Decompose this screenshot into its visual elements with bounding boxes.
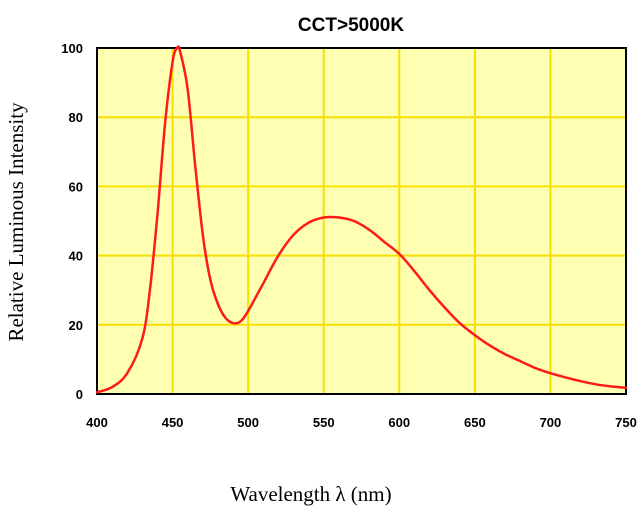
x-tick-label: 400 (86, 415, 108, 430)
series-line (95, 45, 628, 394)
x-axis-label: Wavelength λ (nm) (230, 482, 391, 506)
plot-area (97, 48, 626, 394)
plot-frame (96, 47, 627, 395)
x-tick-label: 600 (388, 415, 410, 430)
y-tick-label: 40 (69, 249, 83, 264)
x-tick-label: 700 (540, 415, 562, 430)
y-tick-label: 20 (69, 318, 83, 333)
grid (97, 48, 626, 394)
x-tick-label: 500 (237, 415, 259, 430)
chart-title: CCT>5000K (298, 15, 404, 36)
x-axis-ticks: 400 450 500 550 600 650 700 750 (86, 415, 637, 430)
y-tick-label: 60 (69, 179, 83, 194)
x-tick-label: 650 (464, 415, 486, 430)
x-tick-label: 550 (313, 415, 335, 430)
y-axis-label: Relative Luminous Intensity (4, 102, 28, 342)
x-tick-label: 750 (615, 415, 637, 430)
y-axis-ticks: 0 20 40 60 80 100 (61, 41, 83, 402)
y-tick-label: 100 (61, 41, 83, 56)
x-tick-label: 450 (162, 415, 184, 430)
y-tick-label: 0 (76, 387, 83, 402)
y-tick-label: 80 (69, 110, 83, 125)
